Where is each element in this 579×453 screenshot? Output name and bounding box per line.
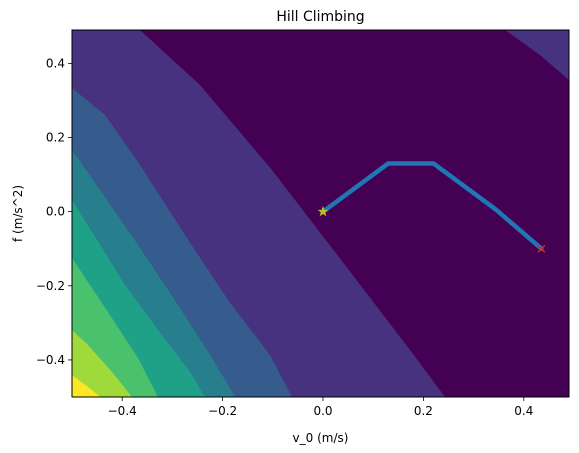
x-axis: −0.4 −0.2 0.0 0.2 0.4 bbox=[108, 397, 533, 418]
contour-band-8 bbox=[72, 375, 100, 397]
x-tick-label: 0.0 bbox=[313, 404, 332, 418]
y-tick-label: 0.2 bbox=[46, 131, 65, 145]
y-axis-label: f (m/s^2) bbox=[11, 185, 25, 242]
x-tick-label: −0.4 bbox=[108, 404, 137, 418]
contour-band-corner bbox=[505, 30, 569, 80]
contour-band-7 bbox=[72, 330, 132, 397]
start-point-marker bbox=[317, 205, 329, 217]
search-path-point bbox=[386, 161, 391, 166]
chart-title: Hill Climbing bbox=[276, 9, 364, 25]
search-path-layer bbox=[317, 161, 546, 253]
x-tick-label: 0.4 bbox=[514, 404, 533, 418]
y-tick-label: 0.0 bbox=[46, 205, 65, 219]
x-axis-label: v_0 (m/s) bbox=[293, 431, 349, 445]
plot-frame bbox=[71, 29, 570, 398]
search-path-point bbox=[431, 161, 436, 166]
search-path-point bbox=[494, 207, 499, 212]
end-point-marker bbox=[537, 244, 546, 253]
search-path-point bbox=[471, 190, 476, 196]
x-tick-label: −0.2 bbox=[208, 404, 237, 418]
y-tick-label: 0.4 bbox=[46, 56, 65, 70]
x-tick-label: 0.2 bbox=[414, 404, 433, 418]
search-path-line bbox=[320, 161, 544, 251]
contour-fill bbox=[72, 30, 569, 397]
y-tick-label: −0.2 bbox=[36, 279, 65, 293]
y-tick-label: −0.4 bbox=[36, 353, 65, 367]
y-axis: −0.4 −0.2 0.0 0.2 0.4 bbox=[36, 56, 72, 367]
